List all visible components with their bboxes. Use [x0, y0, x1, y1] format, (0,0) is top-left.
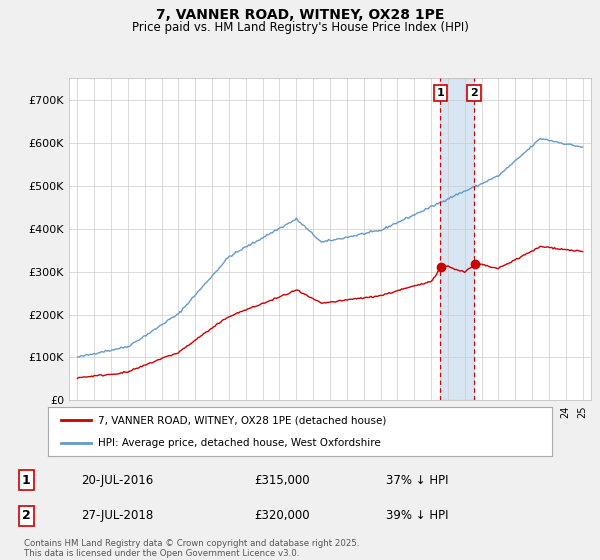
Text: 37% ↓ HPI: 37% ↓ HPI [386, 474, 449, 487]
Text: 39% ↓ HPI: 39% ↓ HPI [386, 510, 449, 522]
Text: 2: 2 [22, 510, 31, 522]
Text: £315,000: £315,000 [254, 474, 310, 487]
Text: Price paid vs. HM Land Registry's House Price Index (HPI): Price paid vs. HM Land Registry's House … [131, 21, 469, 34]
Bar [440, 78, 474, 400]
Text: HPI: Average price, detached house, West Oxfordshire: HPI: Average price, detached house, West… [98, 438, 381, 448]
Text: Contains HM Land Registry data © Crown copyright and database right 2025.
This d: Contains HM Land Registry data © Crown c… [24, 539, 359, 558]
Text: 1: 1 [436, 88, 444, 98]
Text: 27-JUL-2018: 27-JUL-2018 [81, 510, 154, 522]
Text: 2: 2 [470, 88, 478, 98]
Text: 7, VANNER ROAD, WITNEY, OX28 1PE: 7, VANNER ROAD, WITNEY, OX28 1PE [156, 8, 444, 22]
Text: 20-JUL-2016: 20-JUL-2016 [81, 474, 154, 487]
Text: £320,000: £320,000 [254, 510, 310, 522]
Text: 7, VANNER ROAD, WITNEY, OX28 1PE (detached house): 7, VANNER ROAD, WITNEY, OX28 1PE (detach… [98, 416, 387, 426]
Text: 1: 1 [22, 474, 31, 487]
